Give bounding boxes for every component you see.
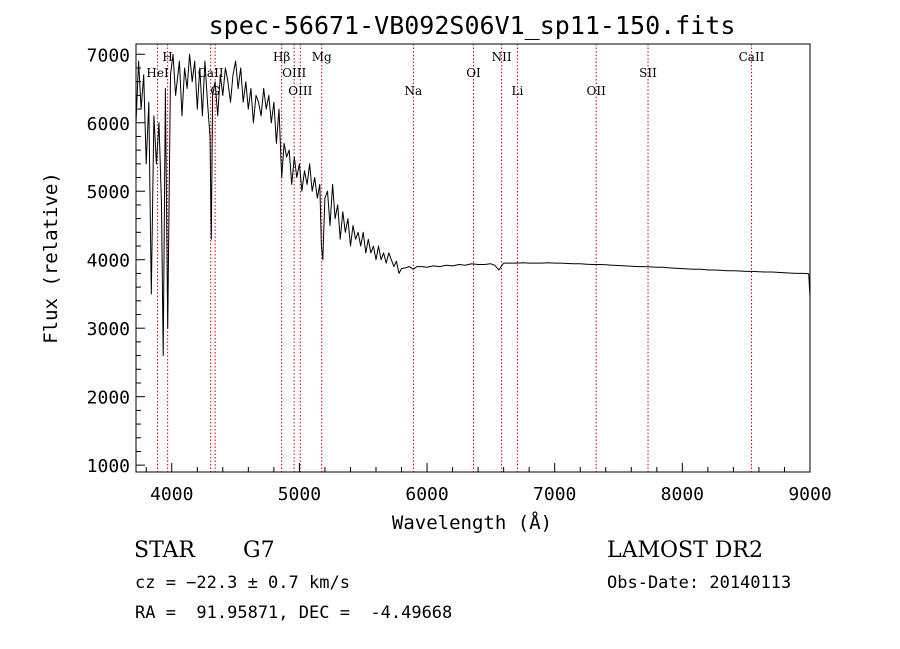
line-label-sii: SII — [639, 66, 657, 80]
x-tick-label: 9000 — [788, 484, 831, 505]
y-tick-label: 7000 — [87, 45, 130, 66]
x-axis-ticks: 4000 5000 6000 7000 8000 9000 — [145, 463, 832, 505]
line-label-g: G — [210, 84, 220, 98]
line-label-oiii: OIII — [288, 84, 312, 98]
line-label-na: Na — [405, 84, 423, 98]
sky-coordinates: RA = 91.95871, DEC = -4.49668 — [135, 603, 453, 623]
x-tick-label: 5000 — [278, 484, 321, 505]
spectral-subclass: G7 — [243, 538, 275, 563]
line-label-h: H — [162, 50, 172, 64]
line-label-mg: Mg — [312, 50, 332, 64]
line-label-oii: OII — [587, 84, 607, 98]
line-label-caii: CaII — [739, 50, 765, 64]
observation-date: Obs-Date: 20140113 — [607, 573, 792, 593]
x-tick-label: 6000 — [405, 484, 448, 505]
survey-release: LAMOST DR2 — [607, 538, 763, 563]
spectrum-series-line — [135, 53, 811, 357]
line-label-hβ: Hβ — [273, 50, 290, 64]
line-label-li: Li — [512, 84, 524, 98]
chart-title: spec-56671-VB092S06V1_sp11-150.fits — [209, 11, 736, 40]
y-axis-ticks: 1000 2000 3000 4000 5000 6000 7000 — [87, 45, 145, 477]
line-label-hei: HeI — [146, 66, 169, 80]
x-tick-label: 4000 — [150, 484, 193, 505]
x-axis-label: Wavelength (Å) — [392, 511, 552, 534]
x-tick-label: 8000 — [661, 484, 704, 505]
line-label-oi: OI — [466, 66, 481, 80]
object-type: STAR — [134, 538, 195, 563]
y-tick-label: 6000 — [87, 114, 130, 135]
line-label-oiii: OIII — [282, 66, 306, 80]
y-tick-label: 3000 — [87, 319, 130, 340]
y-tick-label: 5000 — [87, 182, 130, 203]
y-tick-label: 1000 — [87, 456, 130, 477]
x-tick-label: 7000 — [533, 484, 576, 505]
y-tick-label: 2000 — [87, 388, 130, 409]
emission-line-markers — [157, 44, 753, 472]
y-axis-label: Flux (relative) — [40, 172, 62, 344]
plot-frame — [135, 43, 811, 473]
y-tick-label: 4000 — [87, 251, 130, 272]
redshift-velocity: cz = −22.3 ± 0.7 km/s — [135, 573, 350, 593]
line-label-nii: NII — [492, 50, 512, 64]
